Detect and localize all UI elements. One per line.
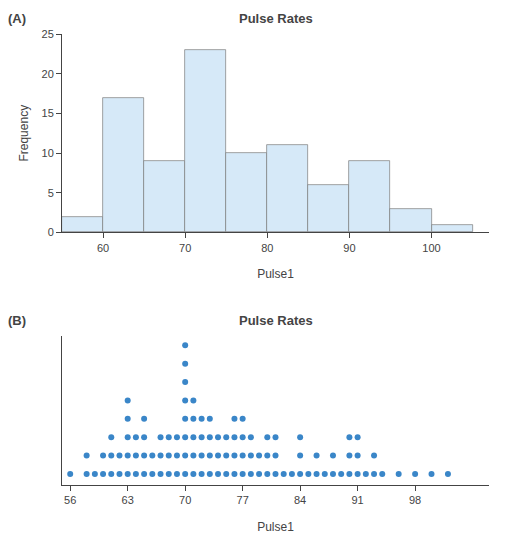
svg-text:100: 100 (422, 242, 440, 254)
svg-text:15: 15 (42, 107, 54, 119)
svg-text:25: 25 (42, 28, 54, 40)
svg-text:0: 0 (48, 226, 54, 238)
svg-text:98: 98 (409, 494, 421, 506)
svg-text:Frequency: Frequency (17, 105, 31, 162)
svg-text:60: 60 (97, 242, 109, 254)
svg-text:5: 5 (48, 187, 54, 199)
svg-text:(B): (B) (8, 313, 26, 328)
svg-text:84: 84 (294, 494, 306, 506)
svg-text:Pulse Rates: Pulse Rates (239, 11, 313, 26)
svg-text:70: 70 (179, 494, 191, 506)
svg-text:Pulse1: Pulse1 (257, 520, 294, 534)
svg-text:10: 10 (42, 147, 54, 159)
svg-text:56: 56 (64, 494, 76, 506)
svg-text:77: 77 (237, 494, 249, 506)
svg-text:Pulse1: Pulse1 (257, 267, 294, 281)
svg-text:20: 20 (42, 68, 54, 80)
svg-text:Pulse Rates: Pulse Rates (239, 313, 313, 328)
svg-text:70: 70 (179, 242, 191, 254)
svg-text:91: 91 (351, 494, 363, 506)
svg-text:63: 63 (122, 494, 134, 506)
svg-text:90: 90 (343, 242, 355, 254)
svg-text:80: 80 (261, 242, 273, 254)
svg-text:(A): (A) (8, 11, 26, 26)
